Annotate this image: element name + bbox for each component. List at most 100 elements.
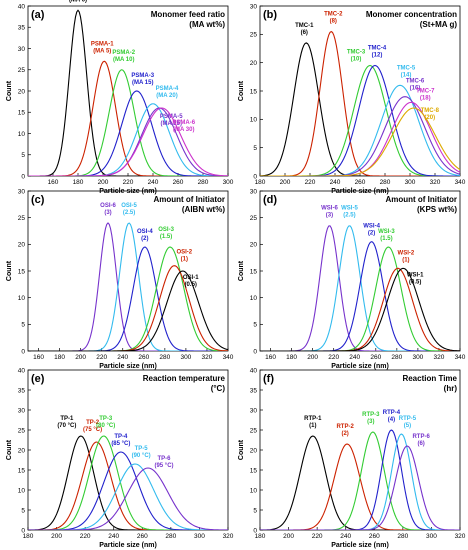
panel-letter: (a) [31, 9, 45, 21]
series-curve-wsi-4 [260, 241, 460, 351]
series-curve-rtp-3 [260, 431, 460, 530]
x-tick-label: 300 [412, 354, 423, 361]
y-tick-label: 35 [18, 387, 26, 394]
y-tick-label: 30 [250, 407, 258, 414]
x-tick-label: 280 [198, 179, 209, 186]
panel-letter: (f) [263, 373, 274, 385]
series-curve-tp-4 [28, 451, 228, 530]
y-tick-label: 25 [18, 215, 26, 222]
y-tick-label: 30 [250, 188, 258, 195]
x-tick-label: 340 [455, 354, 466, 361]
series-label: TP-6 [157, 456, 171, 462]
series-sublabel: (2) [141, 236, 148, 242]
x-tick-label: 200 [283, 533, 294, 540]
x-tick-label: 200 [280, 179, 291, 186]
series-sublabel: (16) [410, 86, 421, 92]
series-label: RTP-1 [304, 416, 322, 422]
series-curve-psma-2 [28, 69, 228, 176]
y-axis-label: Count [238, 439, 245, 460]
series-curve-rtp-6 [260, 445, 460, 530]
series-sublabel: (1.5) [380, 236, 392, 242]
y-tick-label: 25 [18, 427, 26, 434]
series-curve-wsi-5 [260, 225, 460, 351]
y-axis-label: Count [6, 80, 13, 101]
x-tick-label: 260 [355, 179, 366, 186]
y-tick-label: 0 [21, 348, 25, 355]
series-curve-tp-3 [28, 435, 228, 530]
x-tick-label: 300 [405, 179, 416, 186]
x-tick-label: 320 [202, 354, 213, 361]
series-sublabel: (1) [181, 257, 188, 263]
series-label: RTP-3 [362, 412, 380, 418]
y-tick-label: 20 [250, 447, 258, 454]
series-sublabel: (3) [326, 213, 333, 219]
series-curve-tmc-4 [260, 64, 460, 176]
y-tick-label: 5 [21, 507, 25, 514]
y-tick-label: 15 [250, 88, 258, 95]
series-label: TP-4 [114, 434, 128, 440]
series-curve-osi-6 [28, 222, 228, 351]
y-tick-label: 30 [18, 407, 26, 414]
panel-title: Monomer concentration [366, 10, 457, 19]
x-tick-label: 260 [137, 533, 148, 540]
y-tick-label: 35 [250, 387, 258, 394]
series-sublabel: (MA 10) [113, 57, 134, 63]
x-tick-label: 300 [223, 179, 234, 186]
y-tick-label: 15 [250, 268, 258, 275]
series-sublabel: (MA 25) [161, 121, 182, 127]
series-label: OSI-1 [183, 275, 199, 281]
series-sublabel: (MA 30) [173, 127, 194, 133]
y-tick-label: 20 [18, 447, 26, 454]
y-tick-label: 20 [18, 88, 26, 95]
y-tick-label: 5 [253, 322, 257, 329]
series-sublabel: (MA 0) [69, 0, 87, 3]
y-tick-label: 10 [250, 117, 258, 124]
x-tick-label: 240 [108, 533, 119, 540]
y-tick-label: 0 [253, 173, 257, 180]
panel-title: Reaction temperature [143, 374, 226, 383]
series-label: WSI-5 [341, 206, 358, 212]
series-label: PSMA-4 [156, 86, 179, 92]
series-label: PSMA-2 [112, 50, 135, 56]
x-axis-label: Particle size (nm) [331, 188, 389, 195]
y-tick-label: 15 [18, 268, 26, 275]
x-tick-label: 220 [328, 354, 339, 361]
y-axis-label: Count [6, 260, 13, 281]
y-tick-label: 10 [250, 487, 258, 494]
series-sublabel: (12) [372, 53, 383, 59]
y-tick-label: 30 [250, 3, 258, 10]
panel-subtitle: (KPS wt%) [417, 205, 457, 214]
x-tick-label: 280 [159, 354, 170, 361]
x-tick-label: 320 [455, 533, 466, 540]
x-axis-label: Particle size (nm) [331, 542, 389, 549]
y-tick-label: 5 [253, 507, 257, 514]
panel-letter: (d) [263, 194, 277, 206]
series-curve-rtp-2 [260, 443, 460, 530]
series-label: WSI-2 [398, 250, 415, 256]
x-tick-label: 240 [148, 179, 159, 186]
x-tick-label: 280 [165, 533, 176, 540]
panel-letter: (e) [31, 373, 45, 385]
x-tick-label: 240 [349, 354, 360, 361]
x-axis-label: Particle size (nm) [99, 188, 157, 195]
series-sublabel: (5) [404, 423, 411, 429]
panel-title: Amount of Initiator [385, 195, 457, 204]
series-curve-wsi-2 [260, 267, 460, 351]
series-label: TMC-5 [397, 65, 416, 71]
y-tick-label: 25 [250, 32, 258, 39]
x-tick-label: 200 [307, 354, 318, 361]
panel-subtitle: (AIBN wt%) [182, 205, 225, 214]
x-tick-label: 280 [380, 179, 391, 186]
x-tick-label: 160 [33, 354, 44, 361]
series-curve-ps [28, 9, 228, 176]
x-tick-label: 320 [223, 533, 234, 540]
series-curve-tp-2 [28, 441, 228, 530]
x-tick-label: 200 [98, 179, 109, 186]
series-label: PSMA-3 [131, 73, 154, 79]
series-label: TMC-3 [347, 50, 366, 56]
series-curve-osi-1 [28, 270, 228, 351]
y-tick-label: 20 [250, 60, 258, 67]
panel-subtitle: (hr) [444, 384, 458, 393]
y-tick-label: 10 [18, 487, 26, 494]
